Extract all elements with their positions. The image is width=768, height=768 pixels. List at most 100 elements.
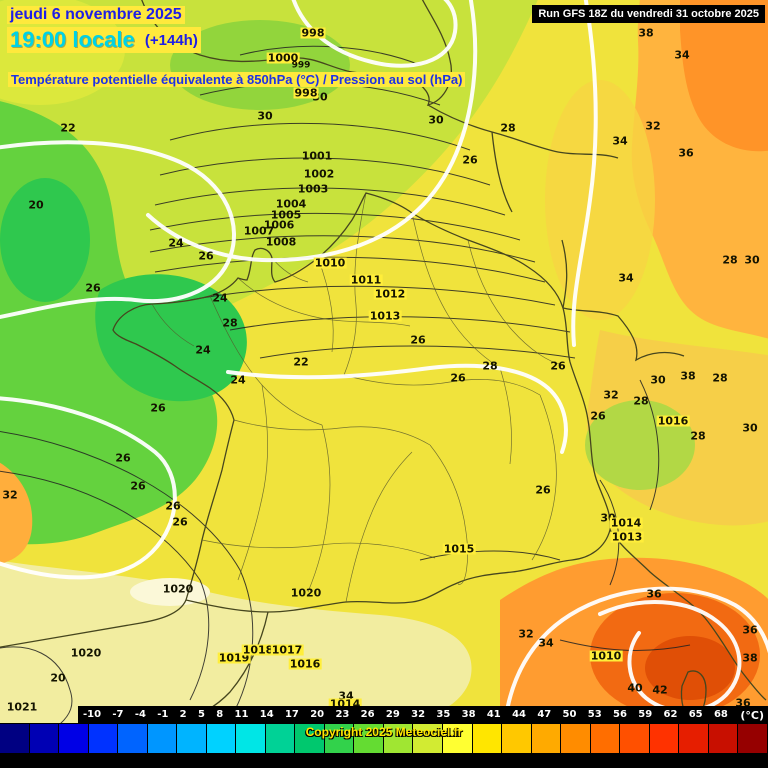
colorbar-cell bbox=[472, 724, 503, 753]
temperature-label: 26 bbox=[550, 359, 566, 373]
pressure-label: 1010 bbox=[313, 256, 347, 270]
copyright-text: Copyright 2025 Meteociel.fr bbox=[305, 725, 463, 739]
temperature-label: 26 bbox=[165, 499, 181, 513]
colorbar-tick: 14 bbox=[259, 708, 274, 720]
temperature-label: 26 bbox=[150, 401, 166, 415]
theta-e-pressure-map bbox=[0, 0, 768, 724]
colorbar-cell bbox=[561, 724, 591, 753]
colorbar-tick: 35 bbox=[436, 708, 451, 720]
colorbar-cell bbox=[177, 724, 207, 753]
temperature-label: 30 bbox=[257, 109, 273, 123]
colorbar-tick: 59 bbox=[638, 708, 653, 720]
colorbar-tick: 56 bbox=[613, 708, 627, 720]
temperature-label: 42 bbox=[652, 683, 668, 697]
pressure-label: 1020 bbox=[162, 582, 194, 596]
temperature-label: 34 bbox=[618, 271, 634, 285]
colorbar-cell bbox=[354, 724, 384, 753]
pressure-label: 1003 bbox=[297, 182, 329, 196]
temperature-label: 38 bbox=[638, 26, 654, 40]
temperature-label: 34 bbox=[612, 134, 628, 148]
temperature-label: 26 bbox=[130, 479, 146, 493]
forecast-offset-label: (+144h) bbox=[144, 32, 198, 49]
temperature-label: 22 bbox=[293, 355, 309, 369]
forecast-date: jeudi 6 novembre 2025 bbox=[7, 6, 185, 24]
temperature-label: 20 bbox=[50, 671, 66, 685]
temperature-label: 30 bbox=[600, 511, 616, 525]
pressure-label: 1017 bbox=[270, 643, 304, 657]
valid-time-local: 19:00 locale bbox=[10, 27, 135, 52]
temperature-label: 28 bbox=[722, 253, 738, 267]
colorbar-cell bbox=[413, 724, 443, 753]
colorbar-cell bbox=[29, 724, 60, 753]
pressure-label: 998 bbox=[293, 86, 319, 100]
temperature-label: 32 bbox=[645, 119, 661, 133]
colorbar-tick: 26 bbox=[360, 708, 375, 720]
colorbar-cell bbox=[295, 724, 325, 753]
colorbar-cell bbox=[88, 724, 119, 753]
colorbar-cell bbox=[738, 724, 768, 753]
colorbar-tick: 65 bbox=[688, 708, 703, 720]
colorbar-tick: 32 bbox=[411, 708, 426, 720]
temperature-label: 36 bbox=[742, 623, 758, 637]
colorbar-tick: 68 bbox=[713, 708, 728, 720]
colorbar-cell bbox=[59, 724, 89, 753]
colorbar-cell bbox=[708, 724, 739, 753]
colorbar-tick: 8 bbox=[216, 708, 224, 720]
temperature-label: 34 bbox=[338, 689, 354, 703]
temperature-label: 36 bbox=[735, 696, 751, 710]
colorbar-tick: -7 bbox=[112, 708, 124, 720]
colorbar-tick: 62 bbox=[663, 708, 678, 720]
colorbar-cell bbox=[147, 724, 178, 753]
temperature-label: 28 bbox=[500, 121, 516, 135]
colorbar-cell bbox=[236, 724, 266, 753]
temperature-label: 34 bbox=[674, 48, 690, 62]
colorbar-tick: 29 bbox=[385, 708, 400, 720]
colorbar-cell bbox=[679, 724, 709, 753]
temperature-label: 26 bbox=[410, 333, 426, 347]
colorbar-tick: 53 bbox=[587, 708, 602, 720]
colorbar-cell bbox=[383, 724, 414, 753]
pressure-label: 998 bbox=[300, 26, 326, 40]
temperature-label: 24 bbox=[195, 343, 211, 357]
temperature-label: 30 bbox=[742, 421, 758, 435]
colorbar-tick: 20 bbox=[310, 708, 325, 720]
pressure-label: 1002 bbox=[303, 167, 335, 181]
bottom-black-border bbox=[0, 753, 768, 768]
temperature-label: 26 bbox=[85, 281, 101, 295]
colorbar-tick: -1 bbox=[157, 708, 169, 720]
temperature-label: 26 bbox=[535, 483, 551, 497]
temperature-label: 22 bbox=[60, 121, 76, 135]
pressure-label: 1018 bbox=[241, 643, 275, 657]
pressure-label: 1020 bbox=[70, 646, 102, 660]
pressure-label: 1000 bbox=[266, 51, 300, 65]
colorbar-tick: 5 bbox=[197, 708, 205, 720]
temperature-label: 28 bbox=[222, 316, 238, 330]
colorbar-tick: 41 bbox=[486, 708, 501, 720]
pressure-label: 1014 bbox=[328, 697, 362, 711]
temperature-label: 32 bbox=[603, 388, 619, 402]
colorbar-cell bbox=[649, 724, 680, 753]
temperature-label: 26 bbox=[115, 451, 131, 465]
temperature-label: 26 bbox=[172, 515, 188, 529]
pressure-label: 1020 bbox=[290, 586, 322, 600]
temperature-label: 28 bbox=[482, 359, 498, 373]
temperature-label: 24 bbox=[168, 236, 184, 250]
colorbar-cell bbox=[118, 724, 148, 753]
temperature-label: 34 bbox=[538, 636, 554, 650]
temperature-label: 26 bbox=[462, 153, 478, 167]
temperature-label: 20 bbox=[28, 198, 44, 212]
pressure-label: 1006 bbox=[263, 218, 295, 232]
colorbar-cell bbox=[531, 724, 562, 753]
colorbar-cell bbox=[620, 724, 650, 753]
valid-time: 19:00 locale (+144h) bbox=[7, 27, 201, 53]
colorbar-tick: 44 bbox=[512, 708, 526, 720]
colorbar-tick: 50 bbox=[562, 708, 577, 720]
colorbar-cell bbox=[590, 724, 621, 753]
temperature-label: 36 bbox=[646, 587, 662, 601]
colorbar-tick: -4 bbox=[134, 708, 146, 720]
temperature-label: 24 bbox=[230, 373, 246, 387]
map-parameter-title: Température potentielle équivalente à 85… bbox=[8, 72, 466, 87]
pressure-label: 1010 bbox=[589, 649, 623, 663]
pressure-label: 1016 bbox=[288, 657, 322, 671]
